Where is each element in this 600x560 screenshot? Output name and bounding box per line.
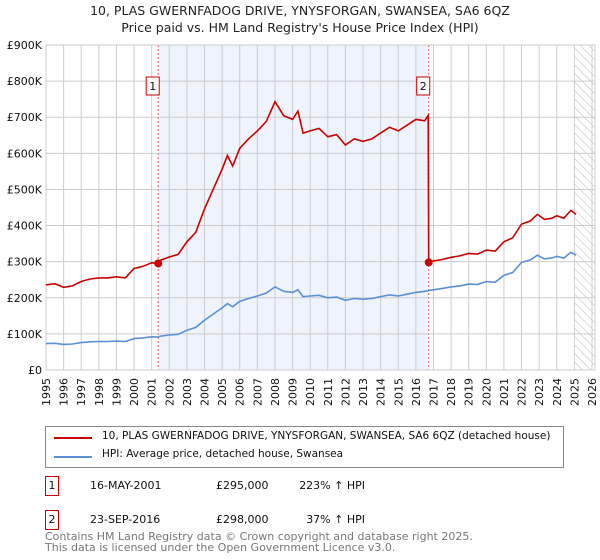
- x-tick-label: 2012: [339, 378, 352, 406]
- x-tick-label: 2014: [375, 378, 388, 406]
- legend-hpi-label: HPI: Average price, detached house, Swan…: [102, 448, 344, 460]
- x-tick-label: 2023: [533, 378, 546, 406]
- footer: Contains HM Land Registry data © Crown c…: [45, 531, 473, 553]
- x-tick-label: 2017: [427, 378, 440, 406]
- legend-property-label: 10, PLAS GWERNFADOG DRIVE, YNYSFORGAN, S…: [102, 430, 551, 442]
- y-tick-label: £0: [28, 364, 42, 377]
- transaction-number-badge: 1: [45, 476, 59, 496]
- sale-label: 1: [149, 80, 156, 93]
- transaction-price: £298,000: [216, 513, 269, 526]
- y-tick-label: £300K: [7, 256, 43, 269]
- chart-title: 10, PLAS GWERNFADOG DRIVE, YNYSFORGAN, S…: [90, 3, 510, 18]
- transaction-price: £295,000: [216, 479, 269, 492]
- sale-label-box: [416, 76, 431, 96]
- y-tick-label: £600K: [7, 147, 43, 160]
- x-tick-label: 1995: [40, 378, 53, 406]
- transaction-hpi-change: 223% ↑ HPI: [299, 479, 365, 492]
- property-line-swatch: [54, 437, 92, 439]
- x-tick-label: 2025: [568, 378, 581, 406]
- transaction-date: 23-SEP-2016: [90, 513, 161, 526]
- x-tick-label: 2003: [181, 378, 194, 406]
- x-tick-label: 2018: [445, 378, 458, 406]
- sale-label-box: [145, 76, 160, 96]
- footer-licence: This data is licensed under the Open Gov…: [45, 541, 396, 554]
- hpi-line: [45, 251, 577, 346]
- y-tick-label: £200K: [7, 292, 43, 305]
- x-tick-label: 2021: [498, 378, 511, 406]
- x-tick-label: 1998: [93, 378, 106, 406]
- x-tick-label: 2001: [146, 378, 159, 406]
- y-tick-label: £700K: [7, 111, 43, 124]
- sale-point-marker: [154, 259, 163, 268]
- sale-point-marker: [424, 258, 433, 267]
- x-tick-label: 2024: [551, 378, 564, 406]
- x-tick-label: 2004: [199, 378, 212, 406]
- x-tick-label: 2022: [516, 378, 529, 406]
- x-tick-label: 2006: [234, 378, 247, 406]
- x-tick-label: 2009: [287, 378, 300, 406]
- hpi-line-swatch: [54, 456, 92, 458]
- y-tick-label: £500K: [7, 183, 43, 196]
- x-tick-label: 2000: [128, 378, 141, 406]
- footer-copyright: Contains HM Land Registry data © Crown c…: [45, 530, 473, 543]
- x-tick-label: 2019: [463, 378, 476, 406]
- y-tick-label: £100K: [7, 328, 43, 341]
- y-tick-label: £900K: [7, 39, 43, 52]
- x-tick-label: 2026: [586, 378, 599, 406]
- x-tick-label: 2008: [269, 378, 282, 406]
- property-price-line: [45, 99, 577, 289]
- x-tick-label: 2005: [216, 378, 229, 406]
- chart-subtitle: Price paid vs. HM Land Registry's House …: [121, 20, 479, 35]
- x-tick-label: 2011: [322, 378, 335, 406]
- x-tick-label: 2016: [410, 378, 423, 406]
- price-chart: 1995 1996 1997 1998 1999 2000 2001 2002 2003 2004…: [7, 39, 599, 406]
- x-tick-label: 1999: [110, 378, 123, 406]
- x-tick-label: 2013: [357, 378, 370, 406]
- x-tick-label: 2020: [480, 378, 493, 406]
- forecast-hatch: [574, 45, 595, 370]
- ownership-period-shade: [158, 45, 429, 370]
- y-tick-label: £800K: [7, 75, 43, 88]
- x-tick-label: 1997: [75, 378, 88, 406]
- transaction-number-badge: 2: [45, 510, 59, 530]
- x-tick-label: 2015: [392, 378, 405, 406]
- x-tick-label: 2007: [251, 378, 264, 406]
- x-tick-label: 2002: [163, 378, 176, 406]
- x-tick-label: 2010: [304, 378, 317, 406]
- plot-border: [45, 44, 596, 371]
- sale-label: 2: [420, 80, 427, 93]
- transaction-date: 16-MAY-2001: [90, 479, 162, 492]
- x-tick-label: 1996: [58, 378, 71, 406]
- transaction-hpi-change: 37% ↑ HPI: [306, 513, 365, 526]
- y-tick-label: £400K: [7, 220, 43, 233]
- chart-legend: 10, PLAS GWERNFADOG DRIVE, YNYSFORGAN, S…: [45, 426, 564, 468]
